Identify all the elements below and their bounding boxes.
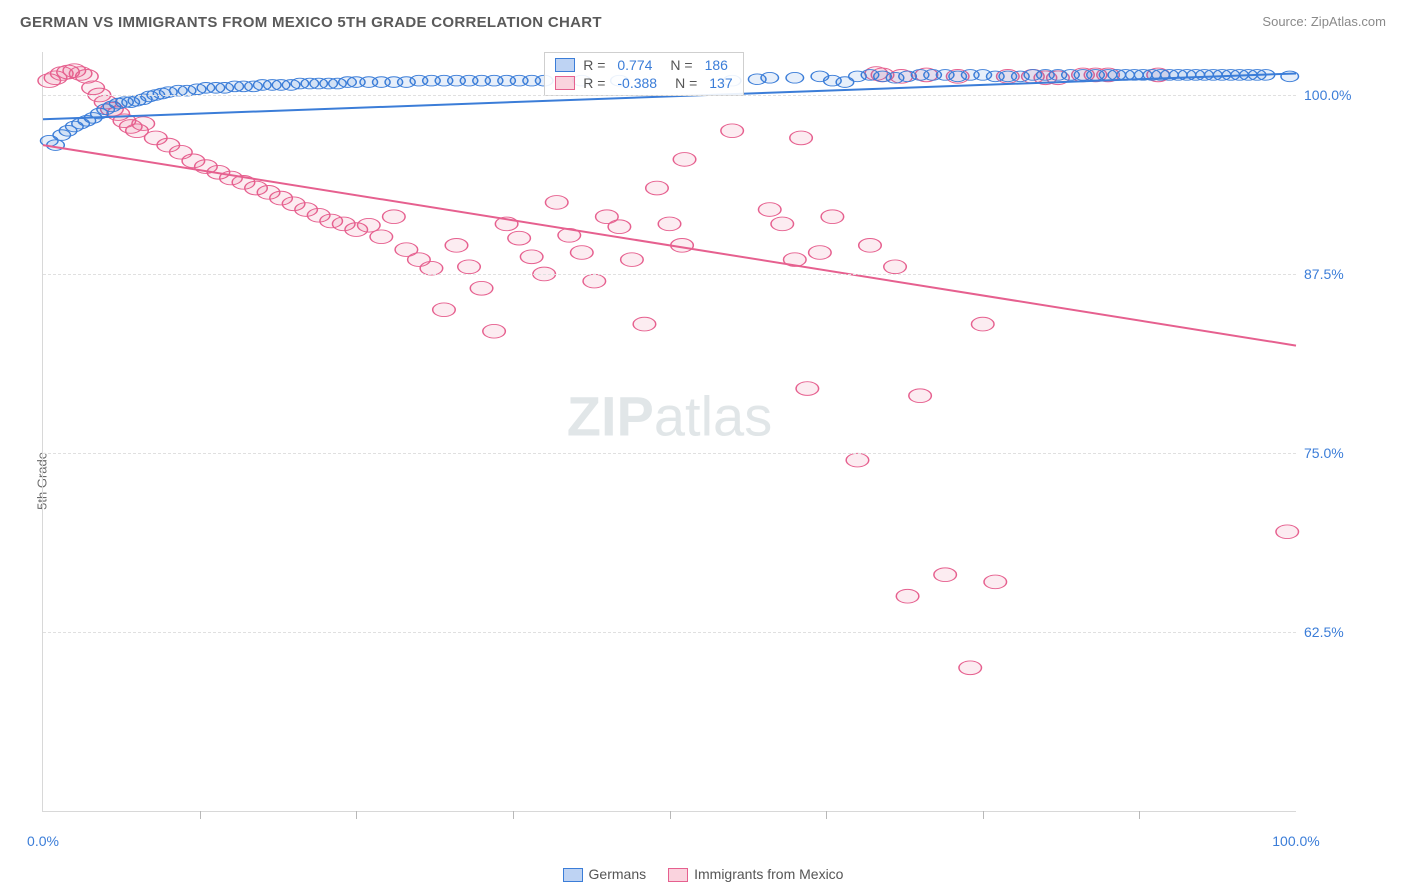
data-point [796,382,819,396]
gridline [43,632,1296,633]
gridline [43,274,1296,275]
data-point [721,124,744,138]
data-point [646,181,669,195]
legend-item: Germans [563,866,647,882]
data-point [621,253,644,267]
data-point [909,389,932,403]
data-point [771,217,794,231]
n-value: 137 [709,75,732,91]
plot-area: ZIPatlas R =0.774N =186R =-0.388N =137 1… [42,52,1296,812]
legend-stat-row: R = -0.388 N = 137 [555,75,732,91]
series-legend: Germans Immigrants from Mexico [0,866,1406,882]
x-tick-label: 0.0% [27,833,59,849]
n-label: N = [675,75,697,91]
r-label: R = [583,75,605,91]
data-point [608,220,631,234]
legend-swatch [555,58,575,72]
legend-swatch [668,868,688,882]
data-point [633,317,656,331]
data-point [790,131,813,145]
source-attribution: Source: ZipAtlas.com [1262,14,1386,29]
x-tick [1139,811,1140,819]
n-value: 186 [705,57,728,73]
data-point [971,317,994,331]
x-tick [983,811,984,819]
data-point [445,238,468,252]
chart-title: GERMAN VS IMMIGRANTS FROM MEXICO 5TH GRA… [20,14,602,31]
data-point [859,238,882,252]
data-point [761,72,779,83]
data-point [959,661,982,675]
x-tick [200,811,201,819]
data-point [458,260,481,274]
data-point [934,568,957,582]
trend-line [43,145,1296,345]
y-tick-label: 62.5% [1304,624,1344,640]
data-point [433,303,456,317]
data-point [846,453,869,467]
x-tick [670,811,671,819]
data-point [571,246,594,260]
data-point [821,210,844,224]
legend-item: Immigrants from Mexico [668,866,843,882]
y-tick-label: 87.5% [1304,266,1344,282]
data-point [583,274,606,288]
chart-area: 5th Grade ZIPatlas R =0.774N =186R =-0.3… [42,52,1386,832]
data-point [370,230,393,244]
legend-label: Immigrants from Mexico [694,866,843,882]
x-tick [513,811,514,819]
scatter-plot-svg [43,52,1296,811]
r-value: 0.774 [617,57,652,73]
data-point [884,260,907,274]
r-label: R = [583,57,605,73]
n-label: N = [670,57,692,73]
data-point [520,250,543,264]
data-point [758,203,781,217]
x-tick [356,811,357,819]
x-tick [826,811,827,819]
data-point [896,589,919,603]
y-tick-label: 75.0% [1304,445,1344,461]
legend-stat-row: R = 0.774 N = 186 [555,57,732,73]
data-point [1276,525,1299,539]
data-point [508,231,531,245]
data-point [658,217,681,231]
legend-label: Germans [589,866,647,882]
data-point [984,575,1007,589]
data-point [483,324,506,338]
gridline [43,95,1296,96]
x-tick-label: 100.0% [1272,833,1319,849]
r-value: -0.388 [617,75,657,91]
correlation-stats-legend: R = 0.774 N = 186 R = -0.388 N = 137 [544,52,743,96]
data-point [545,196,568,210]
legend-swatch [563,868,583,882]
y-tick-label: 100.0% [1304,87,1351,103]
data-point [809,246,832,260]
data-point [470,281,493,295]
legend-swatch [555,76,575,90]
data-point [383,210,406,224]
data-point [673,153,696,167]
data-point [786,72,804,83]
gridline [43,453,1296,454]
data-point [132,117,155,131]
